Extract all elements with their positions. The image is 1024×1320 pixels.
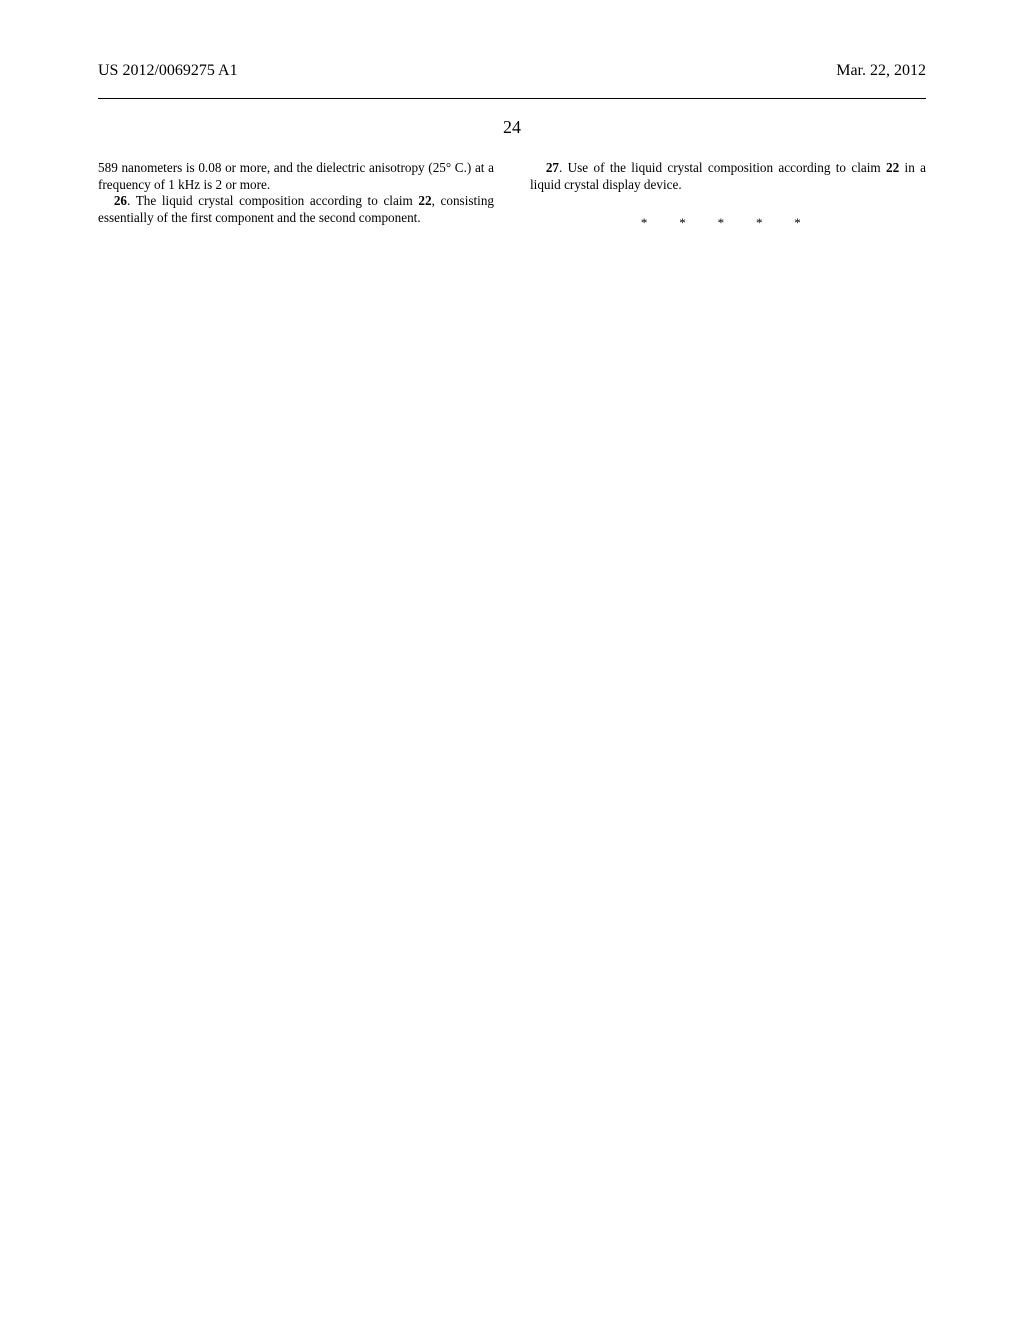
claim-26: 26. The liquid crystal composition accor… xyxy=(98,193,494,226)
claim-27-text: . Use of the liquid crystal composition … xyxy=(559,160,886,175)
body-columns: 589 nanometers is 0.08 or more, and the … xyxy=(98,160,926,231)
end-marks: * * * * * xyxy=(530,215,926,231)
left-column: 589 nanometers is 0.08 or more, and the … xyxy=(98,160,494,231)
header-rule xyxy=(98,98,926,99)
claim-26-ref: 22 xyxy=(418,193,431,208)
left-p1: 589 nanometers is 0.08 or more, and the … xyxy=(98,160,494,193)
page-number: 24 xyxy=(98,117,926,138)
claim-27-ref: 22 xyxy=(886,160,899,175)
claim-26-number: 26 xyxy=(114,193,127,208)
claim-26-text: . The liquid crystal composition accordi… xyxy=(127,193,418,208)
header: US 2012/0069275 A1 Mar. 22, 2012 xyxy=(98,62,926,80)
claim-27: 27. Use of the liquid crystal compositio… xyxy=(530,160,926,193)
publication-date: Mar. 22, 2012 xyxy=(836,62,926,80)
claim-27-number: 27 xyxy=(546,160,559,175)
publication-number: US 2012/0069275 A1 xyxy=(98,62,238,80)
right-column: 27. Use of the liquid crystal compositio… xyxy=(530,160,926,231)
